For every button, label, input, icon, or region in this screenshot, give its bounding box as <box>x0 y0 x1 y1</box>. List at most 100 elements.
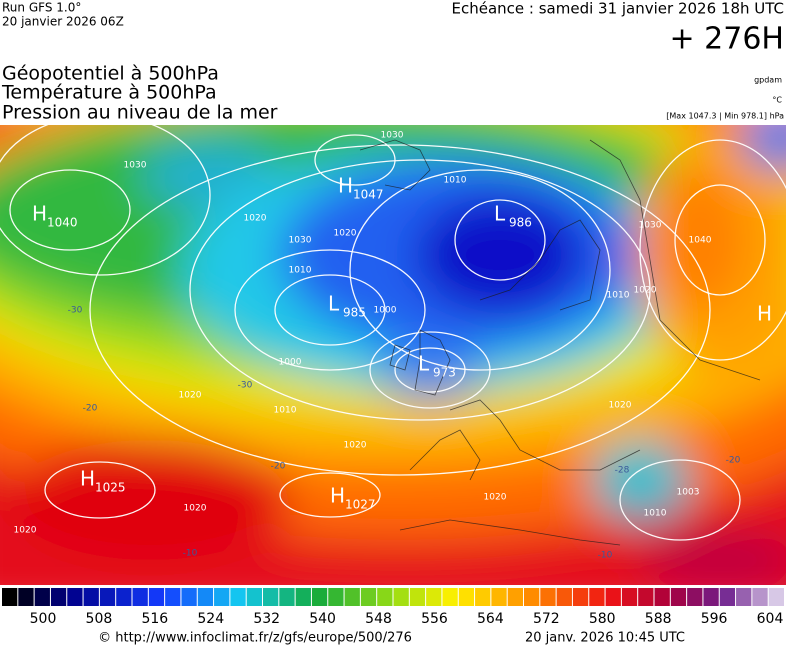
temperature-label: -10 <box>183 549 198 559</box>
colorbar-swatch <box>703 588 719 606</box>
colorbar-label: 572 <box>533 611 560 627</box>
temperature-label: -30 <box>68 306 83 316</box>
colorbar-swatch <box>621 588 638 606</box>
issue-time: 20 janv. 2026 10:45 UTC <box>525 631 685 646</box>
colorbar-swatch <box>426 588 442 606</box>
colorbar-swatch <box>34 588 50 606</box>
center-value: 1025 <box>95 481 126 495</box>
colorbar-swatch <box>344 588 360 606</box>
isobar-label: 1010 <box>607 291 630 301</box>
colorbar-swatch <box>393 588 409 606</box>
colorbar-swatch <box>409 588 426 606</box>
temperature-label: -20 <box>83 404 98 414</box>
colorbar-label: 548 <box>365 611 392 627</box>
colorbar-swatch <box>132 588 148 606</box>
center-value: 985 <box>343 306 366 320</box>
colorbar-swatch <box>148 588 165 606</box>
colorbar-swatch <box>524 588 540 606</box>
temperature-label: -30 <box>238 381 253 391</box>
unit-label: gpdam <box>754 76 782 85</box>
colorbar-swatch <box>507 588 523 606</box>
isobar-label: 1010 <box>444 176 467 186</box>
colorbar-label: 564 <box>477 611 504 627</box>
isobar-label: 1010 <box>644 509 667 519</box>
isobar-label: 1030 <box>124 161 147 171</box>
isobar-label: 1020 <box>484 493 507 503</box>
colorbar-swatch <box>752 588 768 606</box>
colorbar-label: 500 <box>30 611 57 627</box>
colorbar-label: 508 <box>86 611 113 627</box>
run-label: Run GFS 1.0° <box>2 1 81 15</box>
isobar-label: 1010 <box>289 266 312 276</box>
colorbar-swatch <box>197 588 214 606</box>
field-name: Géopotentiel à 500hPa <box>2 63 219 85</box>
colorbar-swatch <box>328 588 344 606</box>
colorbar-swatch <box>377 588 393 606</box>
center-letter: L <box>494 202 506 226</box>
unit-label: [Max 1047.3 | Min 978.1] hPa <box>666 112 784 121</box>
isobar-label: 1030 <box>639 221 662 231</box>
colorbar-swatch <box>263 588 279 606</box>
colorbar-swatch <box>360 588 377 606</box>
colorbar-swatch <box>768 588 784 606</box>
isobar-label: 1000 <box>374 306 397 316</box>
source-credit: © http://www.infoclimat.fr/z/gfs/europe/… <box>98 631 412 646</box>
colorbar-swatch <box>83 588 99 606</box>
colorbar-label: 524 <box>197 611 224 627</box>
center-value: 1027 <box>345 498 376 512</box>
isobar-label: 1020 <box>334 229 357 239</box>
colorbar-swatch <box>458 588 475 606</box>
isobar-label: 1020 <box>609 401 632 411</box>
isobar-label: 1030 <box>381 131 404 141</box>
center-letter: H <box>80 467 95 491</box>
coastlines <box>359 139 761 546</box>
center-value: 973 <box>433 366 456 380</box>
colorbar-swatch <box>605 588 621 606</box>
isobar-label: 1000 <box>279 358 302 368</box>
colorbar-swatch <box>18 588 34 606</box>
center-value: 1040 <box>47 216 78 230</box>
center-letter: H <box>32 202 47 226</box>
colorbar-label: 532 <box>253 611 280 627</box>
colorbar-swatch <box>556 588 572 606</box>
unit-label: °C <box>772 96 782 105</box>
colorbar-label: 556 <box>421 611 448 627</box>
temperature-label: -10 <box>598 551 613 561</box>
colorbar-swatch <box>670 588 687 606</box>
colorbar-swatch <box>50 588 67 606</box>
forecast-time: Echéance : samedi 31 janvier 2026 18h UT… <box>452 0 785 18</box>
isobar-label: 1020 <box>179 391 202 401</box>
map-field <box>0 125 786 585</box>
colorbar-swatch <box>311 588 328 606</box>
colorbar-swatch <box>687 588 703 606</box>
center-value: 986 <box>509 216 532 230</box>
colorbar-label: 596 <box>701 611 728 627</box>
colorbar-swatch <box>165 588 181 606</box>
colorbar-label: 588 <box>645 611 672 627</box>
temperature-label: -20 <box>271 462 286 472</box>
colorbar-swatch <box>67 588 83 606</box>
colorbar-label: 580 <box>589 611 616 627</box>
colorbar-label: 516 <box>141 611 168 627</box>
colorbar-swatch <box>572 588 589 606</box>
colorbar-swatch <box>442 588 458 606</box>
isobar-label: 1030 <box>289 236 312 246</box>
colorbar-swatch <box>116 588 132 606</box>
isobar-label: 1020 <box>184 504 207 514</box>
colorbar-swatch <box>638 588 654 606</box>
colorbar-swatch <box>2 588 18 606</box>
isobar-label: 1020 <box>14 526 37 536</box>
isobar-label: 1040 <box>689 236 712 246</box>
center-letter: L <box>418 352 430 376</box>
isobar-label: 1003 <box>677 488 700 498</box>
colorbar-swatch <box>246 588 262 606</box>
colorbar: 500 508 516 524 532 540 548 556 564 572 580 588 596 6… <box>2 588 784 627</box>
colorbar-swatch <box>491 588 507 606</box>
isobar-label: 1010 <box>274 406 297 416</box>
lead-time: + 276H <box>670 22 785 57</box>
colorbar-swatch <box>214 588 230 606</box>
center-letter: H <box>757 302 772 326</box>
colorbar-swatch <box>719 588 736 606</box>
isobars <box>0 125 786 541</box>
